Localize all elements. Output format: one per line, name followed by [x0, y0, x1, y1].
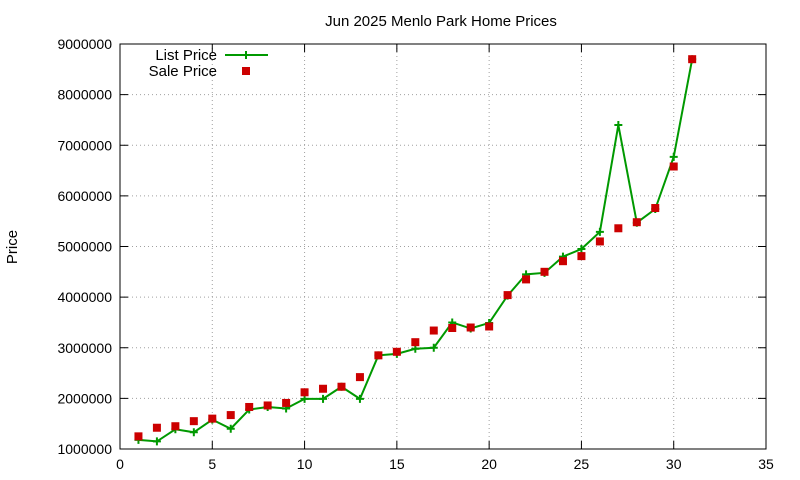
- y-tick-label: 1000000: [57, 441, 112, 457]
- list-price-line: [138, 59, 694, 443]
- sale-price-point: [558, 257, 567, 266]
- sale-price-point: [337, 382, 346, 391]
- sale-price-point: [171, 422, 180, 431]
- y-tick-label: 2000000: [57, 390, 112, 406]
- list-price-point: [595, 227, 604, 236]
- list-price-point: [319, 394, 328, 403]
- legend-label-sale-price: Sale Price: [149, 63, 217, 80]
- sale-price-point: [485, 322, 494, 331]
- y-tick-label: 3000000: [57, 340, 112, 356]
- sale-price-point: [651, 204, 660, 213]
- x-tick-labels: 0 5 10 15 20 25 30 35: [116, 456, 774, 472]
- sale-price-point: [374, 351, 383, 360]
- sale-price-point: [355, 373, 364, 382]
- sale-price-point: [282, 398, 291, 407]
- list-price-point: [614, 121, 623, 129]
- sale-price-point: [134, 432, 143, 441]
- sale-price-point: [208, 414, 217, 423]
- y-tick-label: 6000000: [57, 188, 112, 204]
- legend-sample-list-price: [225, 51, 268, 59]
- sale-price-point: [595, 237, 604, 246]
- axis-ticks: [119, 43, 767, 450]
- sale-price-point: [503, 291, 512, 300]
- grid: [120, 44, 766, 449]
- list-price-point: [226, 424, 235, 433]
- sale-price-point: [411, 338, 420, 347]
- list-price-point: [152, 437, 161, 446]
- x-tick-label: 0: [116, 456, 124, 472]
- chart-title: Jun 2025 Menlo Park Home Prices: [325, 13, 557, 30]
- legend-marker-list-price: [242, 51, 250, 59]
- x-tick-label: 35: [758, 456, 774, 472]
- sale-price-point: [245, 402, 254, 411]
- y-tick-label: 5000000: [57, 239, 112, 255]
- legend: List Price Sale Price: [149, 47, 268, 80]
- list-price-point: [429, 343, 438, 352]
- sale-price-point: [540, 267, 549, 276]
- legend-sample-sale-price: [242, 67, 250, 75]
- x-tick-label: 25: [574, 456, 590, 472]
- list-price-point: [669, 152, 678, 161]
- list-price-point: [355, 394, 364, 403]
- sale-price-point: [688, 55, 697, 64]
- sale-price-point: [319, 384, 328, 393]
- sale-price-point: [226, 411, 235, 420]
- series: [134, 55, 697, 446]
- sale-price-point: [448, 324, 457, 333]
- x-tick-label: 20: [481, 456, 497, 472]
- y-tick-labels: 1000000 2000000 3000000 4000000 5000000 60000…: [57, 36, 112, 457]
- sale-price-point: [577, 252, 586, 261]
- series-list-price: [134, 55, 697, 446]
- legend-marker-sale-price: [242, 67, 250, 75]
- sale-price-point: [189, 417, 198, 426]
- sale-price-point: [669, 162, 678, 171]
- x-tick-label: 30: [666, 456, 682, 472]
- y-tick-label: 9000000: [57, 36, 112, 52]
- sale-price-point: [152, 423, 161, 432]
- y-axis-title: Price: [4, 230, 21, 264]
- legend-label-list-price: List Price: [155, 47, 217, 64]
- series-sale-price: [134, 55, 697, 441]
- sale-price-point: [522, 275, 531, 284]
- sale-price-point: [614, 224, 623, 233]
- y-tick-label: 8000000: [57, 87, 112, 103]
- list-price-point: [189, 428, 198, 437]
- sale-price-point: [632, 218, 641, 227]
- sale-price-point: [300, 388, 309, 397]
- list-price-point: [577, 245, 586, 254]
- sale-price-point: [429, 326, 438, 335]
- sale-price-point: [466, 323, 475, 332]
- y-tick-label: 7000000: [57, 137, 112, 153]
- sale-price-point: [263, 401, 272, 410]
- x-tick-label: 5: [208, 456, 216, 472]
- sale-price-point: [392, 347, 401, 356]
- x-tick-label: 10: [297, 456, 313, 472]
- x-tick-label: 15: [389, 456, 405, 472]
- y-tick-label: 4000000: [57, 289, 112, 305]
